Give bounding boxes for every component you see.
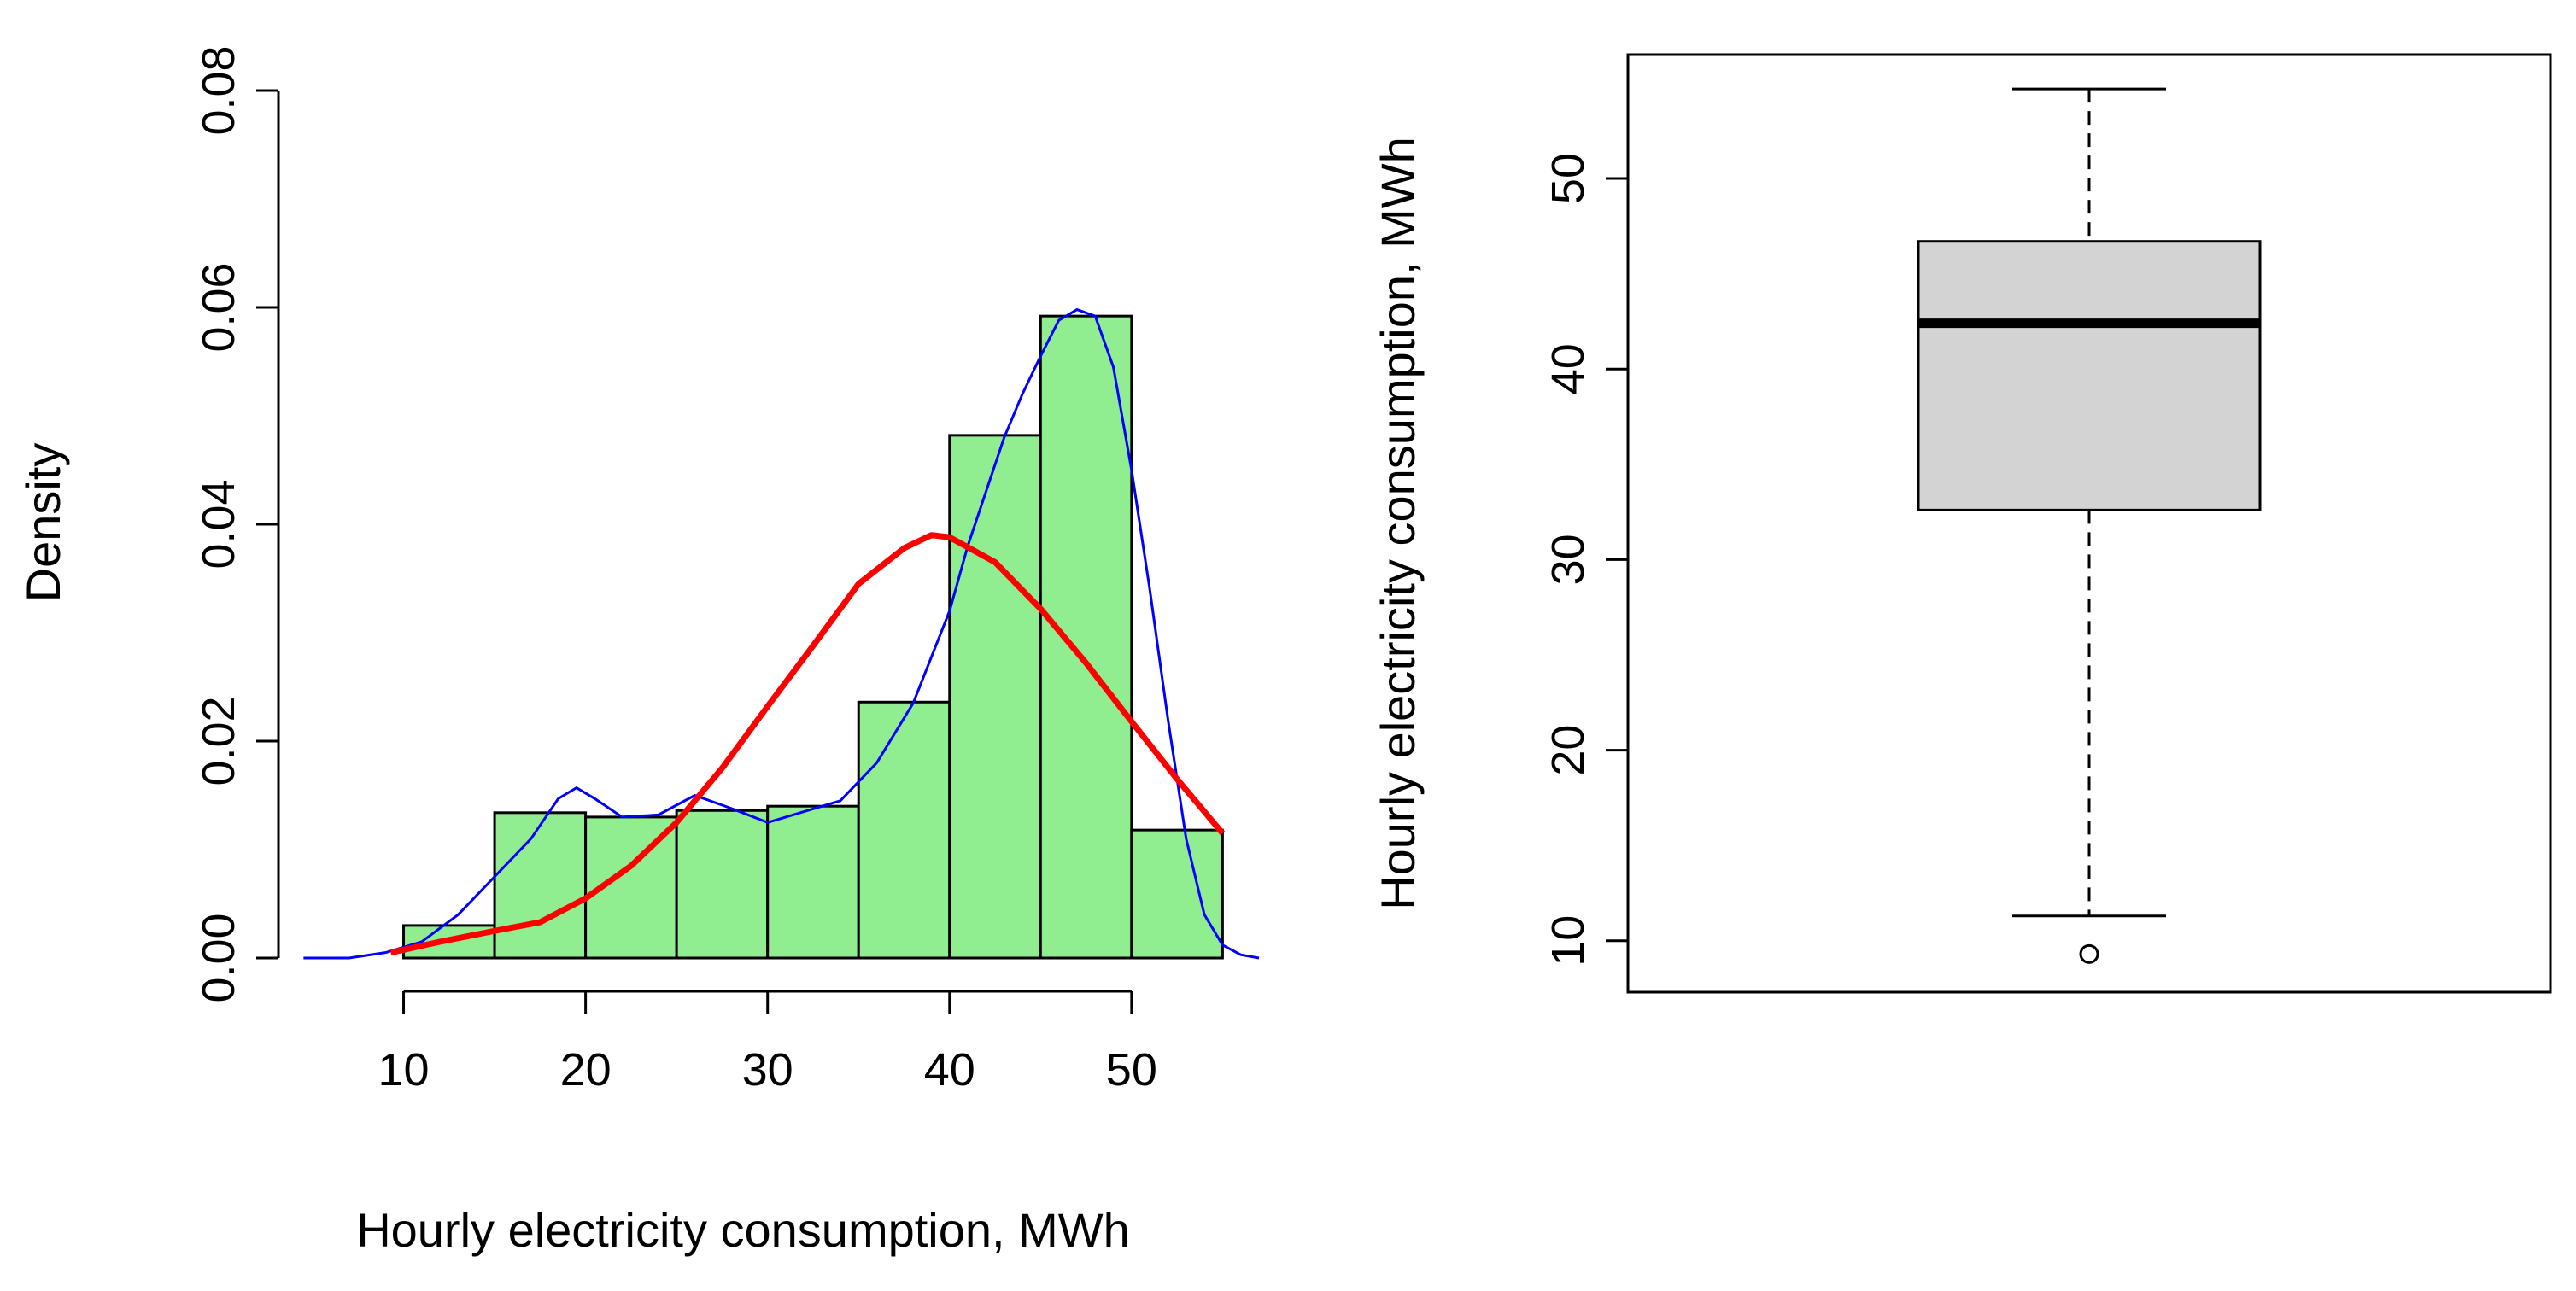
boxplot-y-tick-label: 10 xyxy=(1543,915,1594,967)
histogram-x-tick-label: 30 xyxy=(742,1044,793,1095)
histogram-bar xyxy=(1039,314,1133,960)
boxplot-y-tick-label: 20 xyxy=(1543,725,1594,776)
histogram-y-tick-label: 0.04 xyxy=(193,479,244,569)
histogram-x-tick-label: 50 xyxy=(1106,1044,1157,1095)
outlier-point xyxy=(2079,943,2099,964)
histogram-bar xyxy=(948,434,1042,960)
histogram-y-axis-title: Density xyxy=(16,443,70,603)
boxplot-panel: 10 20 30 40 50 Hourly electricity consumptio… xyxy=(1371,53,2552,994)
boxplot-y-axis: 10 20 30 40 50 xyxy=(1543,153,1630,967)
boxplot-y-tick-label: 40 xyxy=(1543,343,1594,394)
histogram-bar xyxy=(1130,828,1224,960)
histogram-y-tick-label: 0.02 xyxy=(193,696,244,786)
histogram-bar xyxy=(675,809,770,960)
histogram-y-axis: 0.00 0.02 0.04 0.06 0.08 xyxy=(193,45,280,1003)
interquartile-box xyxy=(1917,240,2262,511)
histogram-panel: 0.000.020.040.060.08 10 20 30 40 50 Density … xyxy=(16,45,1260,1257)
normal-density-curve xyxy=(389,532,1226,956)
histogram-x-axis: 10 20 30 40 50 xyxy=(378,990,1157,1095)
histogram-x-tick-label: 10 xyxy=(378,1044,429,1095)
boxplot-y-axis-title: Hourly electricity consumption, MWh xyxy=(1371,137,1425,910)
histogram-x-axis-title: Hourly electricity consumption, MWh xyxy=(356,1203,1130,1257)
boxplot-y-tick-label: 50 xyxy=(1543,153,1594,204)
outlier-points xyxy=(2079,943,2099,964)
histogram-bar xyxy=(766,804,860,960)
histogram-x-tick-label: 40 xyxy=(924,1044,975,1095)
histogram-y-tick-label: 0.06 xyxy=(193,262,244,352)
kernel-density-curve xyxy=(303,307,1260,960)
histogram-bar xyxy=(493,811,588,960)
histogram-y-tick-label: 0.08 xyxy=(193,45,244,135)
boxplot-y-tick-label: 30 xyxy=(1543,534,1594,585)
histogram-bars xyxy=(402,314,1224,960)
histogram-y-tick-label: 0.00 xyxy=(193,913,244,1002)
histogram-bar xyxy=(857,700,951,960)
histogram-x-tick-label: 20 xyxy=(560,1044,612,1095)
